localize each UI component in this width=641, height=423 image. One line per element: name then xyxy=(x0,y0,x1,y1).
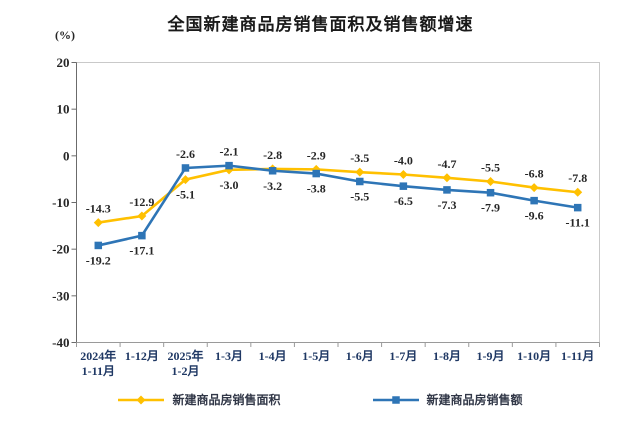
chart-title: 全国新建商品房销售面积及销售额增速 xyxy=(167,15,474,34)
series-1-point-marker xyxy=(443,186,451,194)
y-axis-unit-label: (%) xyxy=(55,28,75,42)
x-axis-label: 1-10月 xyxy=(517,349,551,363)
x-axis-label: 2024年 1-11月 xyxy=(80,348,116,378)
data-label: -3.8 xyxy=(307,182,326,196)
series-0-point-marker xyxy=(442,173,452,183)
x-axis-label: 1-12月 xyxy=(125,349,159,363)
series-1-point-marker xyxy=(181,164,190,172)
data-label: -2.8 xyxy=(263,148,282,162)
data-label: -17.1 xyxy=(129,244,154,258)
data-label: -6.8 xyxy=(525,167,544,181)
y-tick-label: 10 xyxy=(57,102,70,117)
data-label: -5.5 xyxy=(350,190,369,204)
series-1-point-marker xyxy=(225,161,233,170)
legend-marker xyxy=(136,395,146,404)
x-axis-label: 1-8月 xyxy=(433,349,461,363)
series-0-point-marker xyxy=(355,167,365,177)
plot-border xyxy=(76,62,600,343)
x-axis-label: 1-7月 xyxy=(389,349,417,363)
data-label: -9.6 xyxy=(525,209,544,223)
legend-label-sales-amount: 新建商品房销售额 xyxy=(426,393,523,407)
series-1-point-marker xyxy=(94,241,103,250)
series-0-point-marker xyxy=(137,211,147,221)
data-label: -7.3 xyxy=(437,198,456,212)
series-1-point-marker xyxy=(399,182,408,190)
series-line-1 xyxy=(98,164,578,247)
data-label: -2.9 xyxy=(307,148,326,162)
series-1-point-marker xyxy=(356,177,364,186)
data-label: -2.1 xyxy=(220,145,239,159)
data-label: -3.2 xyxy=(263,179,282,193)
data-label: -19.2 xyxy=(86,253,111,267)
series-1-point-marker xyxy=(530,196,538,205)
x-axis-label: 2025年 1-2月 xyxy=(167,348,203,378)
legend-label-sales-area: 新建商品房销售面积 xyxy=(172,393,281,407)
legend-item-sales-area: 新建商品房销售面积 xyxy=(118,391,281,408)
y-tick-label: -10 xyxy=(52,195,69,210)
legend-swatch-sales-area-icon xyxy=(118,395,165,404)
x-axis-label: 1-9月 xyxy=(477,349,505,363)
series-1-point-marker xyxy=(573,203,582,212)
legend-swatch-sales-amount-icon xyxy=(372,395,419,404)
data-label: -6.5 xyxy=(394,194,413,208)
x-axis-label: 1-4月 xyxy=(259,349,287,363)
y-tick-label: -20 xyxy=(52,242,69,257)
data-label: -5.5 xyxy=(481,161,500,175)
y-tick-label: 0 xyxy=(63,148,70,163)
chart-legend: 新建商品房销售面积 新建商品房销售额 xyxy=(0,391,641,408)
legend-item-sales-amount: 新建商品房销售额 xyxy=(372,391,523,408)
data-label: -3.5 xyxy=(350,151,369,165)
data-label: -12.9 xyxy=(129,195,154,209)
y-tick-label: 20 xyxy=(57,55,70,70)
series-0-point-marker xyxy=(529,183,539,193)
series-0-point-marker xyxy=(180,175,190,185)
data-label: -7.8 xyxy=(568,171,587,185)
legend-marker xyxy=(391,395,400,404)
series-1-point-marker xyxy=(138,231,146,240)
data-label: -4.0 xyxy=(394,154,413,168)
data-label: -5.1 xyxy=(176,188,195,202)
data-label: -2.6 xyxy=(176,147,195,161)
data-label: -14.3 xyxy=(86,202,111,216)
data-label: -4.7 xyxy=(437,157,456,171)
data-label: -11.1 xyxy=(566,216,590,230)
x-axis-label: 1-3月 xyxy=(215,349,243,363)
x-axis-label: 1-11月 xyxy=(561,349,594,363)
series-0-point-marker xyxy=(93,218,103,228)
series-0-point-marker xyxy=(486,177,496,186)
series-0-point-marker xyxy=(398,170,408,179)
x-axis-label: 1-6月 xyxy=(346,349,374,363)
data-label: -7.9 xyxy=(481,201,500,215)
y-tick-label: -40 xyxy=(52,335,69,350)
data-label: -3.0 xyxy=(220,178,239,192)
x-axis-label: 1-5月 xyxy=(302,349,330,363)
series-1-point-marker xyxy=(312,169,320,178)
series-line-0 xyxy=(98,167,578,224)
y-tick-label: -30 xyxy=(52,288,69,303)
series-1-point-marker xyxy=(268,167,277,175)
series-1-point-marker xyxy=(486,188,495,197)
series-0-point-marker xyxy=(573,187,583,197)
